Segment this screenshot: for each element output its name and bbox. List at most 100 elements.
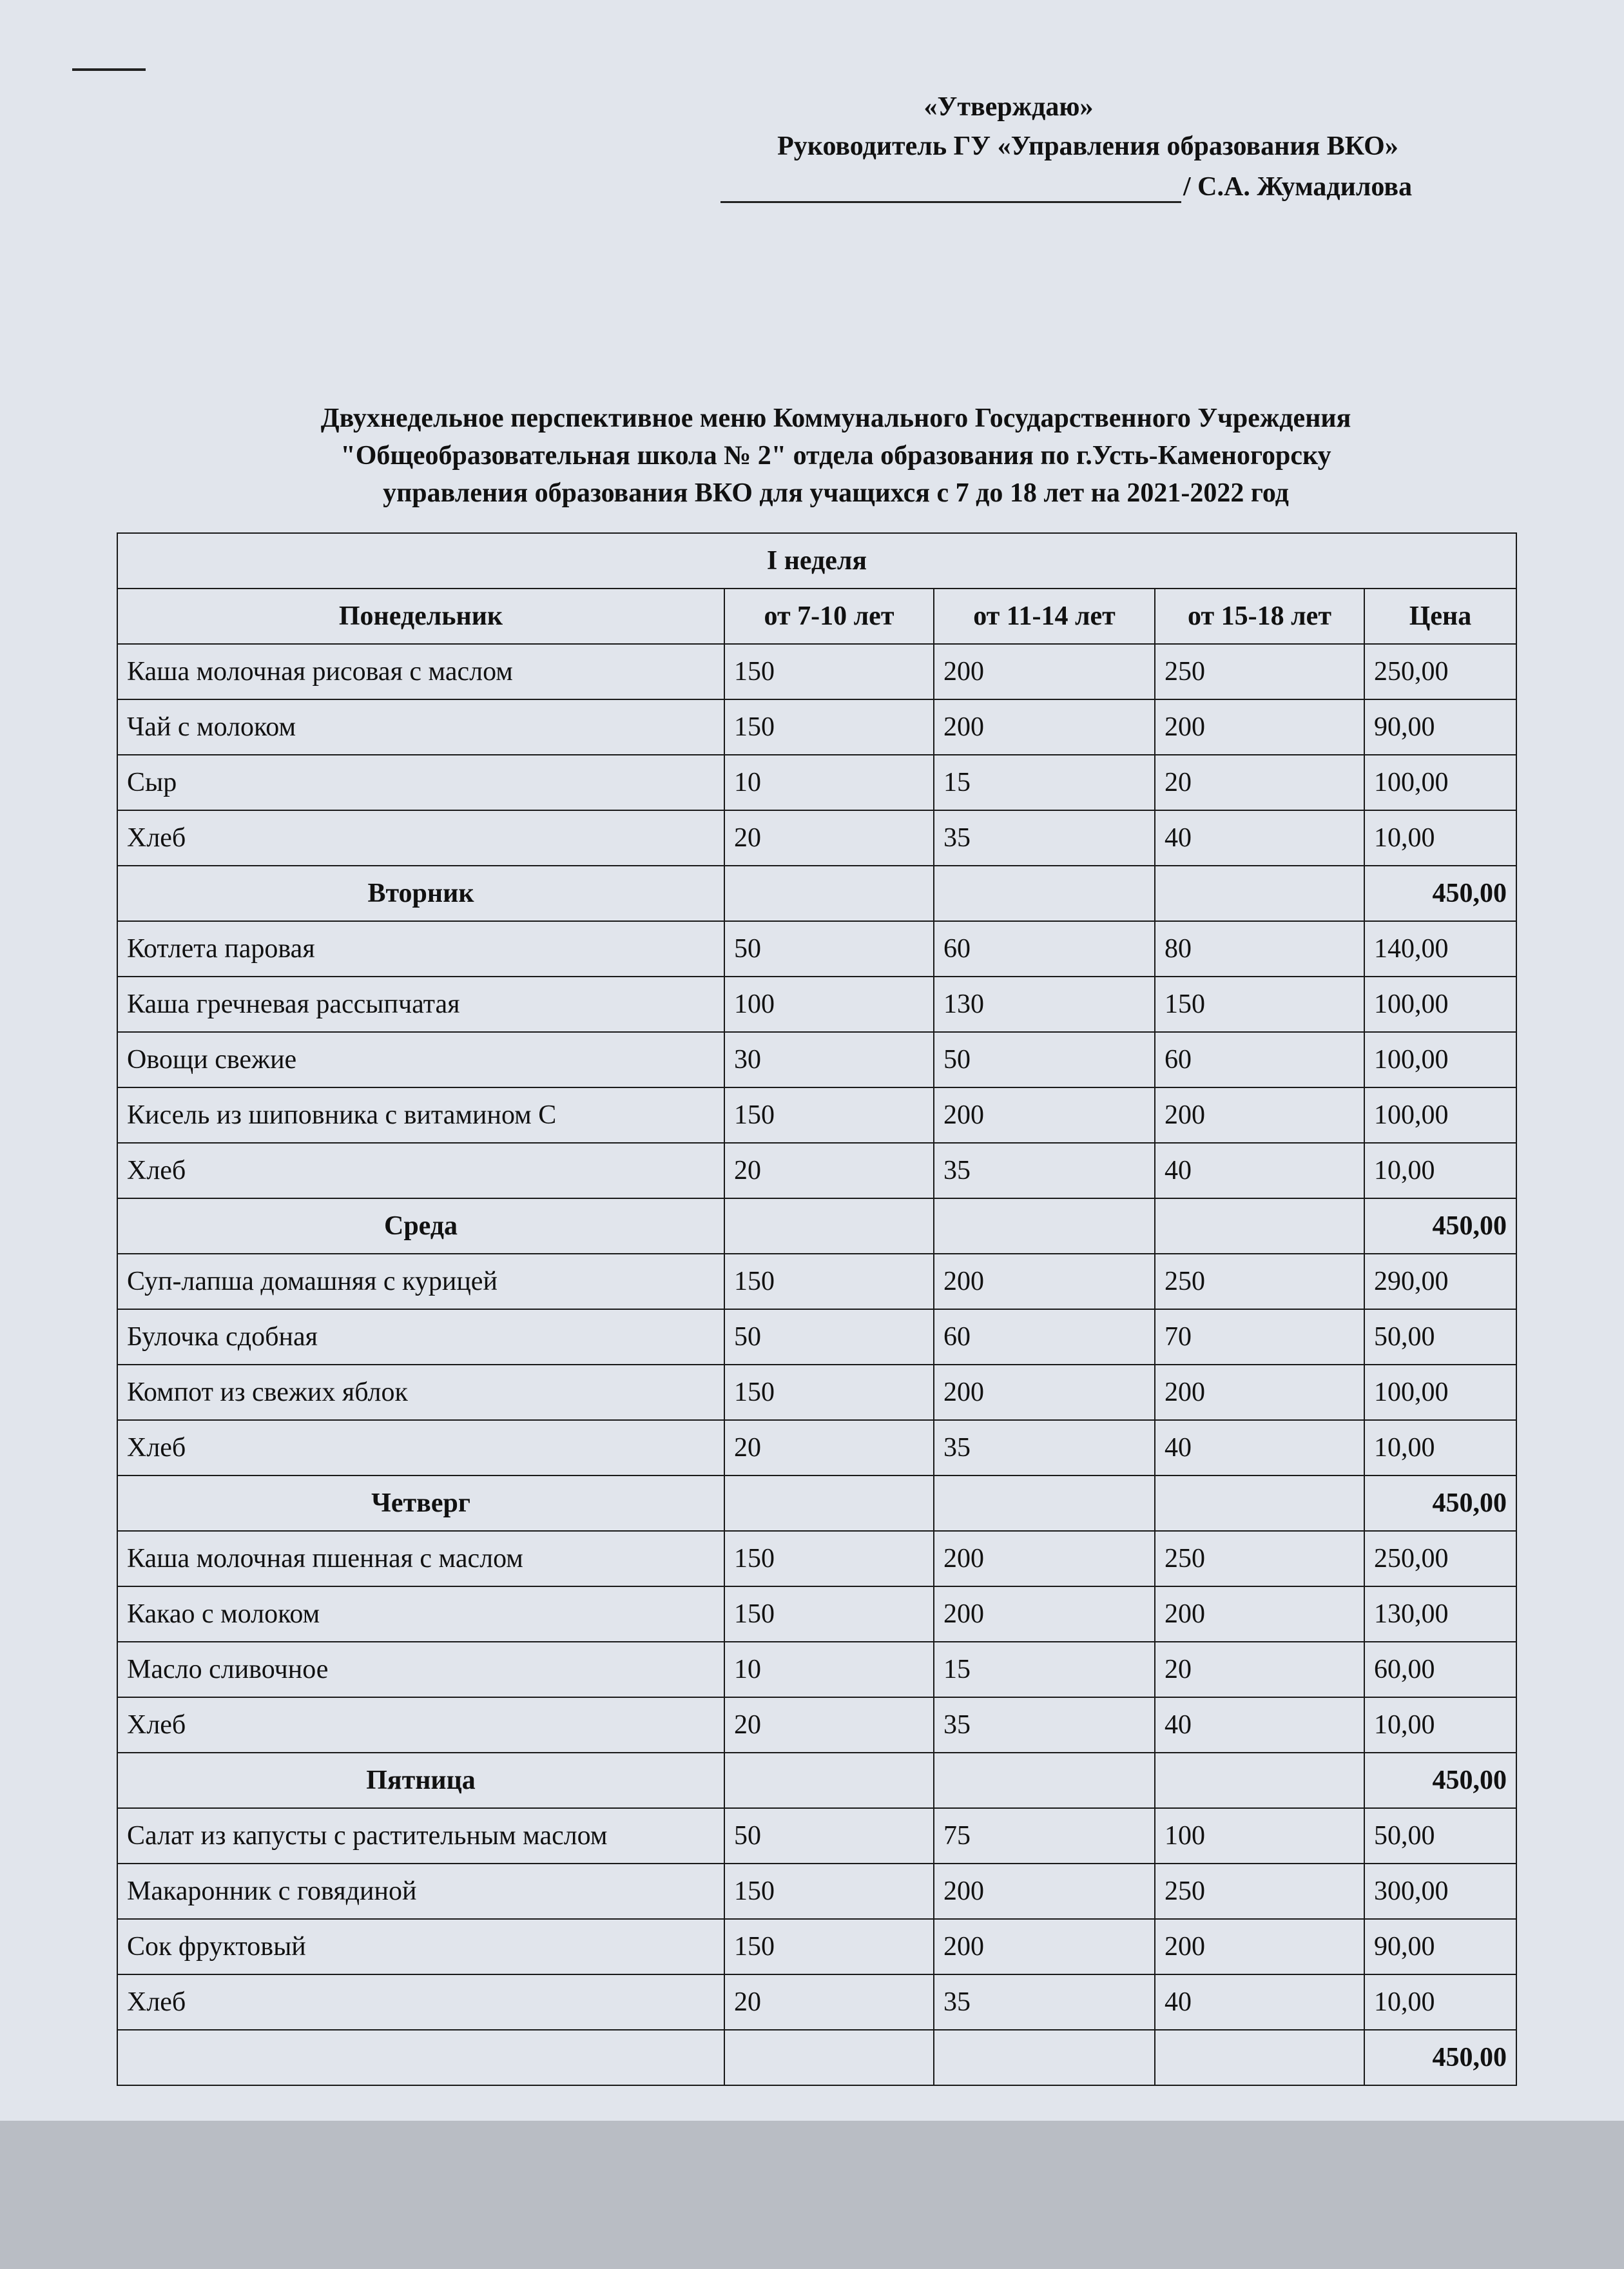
cell: 150 xyxy=(1154,976,1365,1033)
cell: 200 xyxy=(1154,1586,1365,1642)
cell: Понедельник xyxy=(117,588,725,645)
item-row: Хлеб 20 35 40 10,00 xyxy=(117,1142,1517,1199)
cell: 40 xyxy=(1154,1142,1365,1199)
cell: 10,00 xyxy=(1364,1142,1517,1199)
cell: 10,00 xyxy=(1364,810,1517,866)
cell: 35 xyxy=(933,1142,1155,1199)
cell: 150 xyxy=(724,699,934,755)
cell xyxy=(933,1198,1155,1254)
item-row: Каша гречневая рассыпчатая 100 130 150 100,0… xyxy=(117,976,1517,1033)
cell: 130,00 xyxy=(1364,1586,1517,1642)
cell: 150 xyxy=(724,1087,934,1144)
cell: 20 xyxy=(724,810,934,866)
cell: 450,00 xyxy=(1364,1752,1517,1809)
title-line: "Общеобразовательная школа № 2" отдела о… xyxy=(340,441,1331,471)
cell: 40 xyxy=(1154,810,1365,866)
cell: Среда xyxy=(117,1198,725,1254)
cell: 100 xyxy=(724,976,934,1033)
cell: Котлета паровая xyxy=(117,920,725,977)
cell: 200 xyxy=(933,1586,1155,1642)
cell: 200 xyxy=(1154,699,1365,755)
cell: 250 xyxy=(1154,1253,1365,1310)
item-row: Суп-лапша домашняя с курицей 150 200 250 290… xyxy=(117,1253,1517,1310)
cell: 50 xyxy=(933,1031,1155,1088)
cell xyxy=(724,2029,934,2086)
item-row: Хлеб 20 35 40 10,00 xyxy=(117,1697,1517,1753)
cell: Какао с молоком xyxy=(117,1586,725,1642)
cell: 450,00 xyxy=(1364,865,1517,922)
cell: 90,00 xyxy=(1364,1918,1517,1975)
cell: Хлеб xyxy=(117,810,725,866)
title-line: Двухнедельное перспективное меню Коммуна… xyxy=(320,404,1351,433)
cell: Овощи свежие xyxy=(117,1031,725,1088)
cell: 40 xyxy=(1154,1974,1365,2030)
cell: 100 xyxy=(1154,1807,1365,1864)
cell: Хлеб xyxy=(117,1697,725,1753)
cell: Хлеб xyxy=(117,1974,725,2030)
item-row: Сыр 10 15 20 100,00 xyxy=(117,754,1517,811)
cell: Макаронник с говядиной xyxy=(117,1863,725,1920)
cell xyxy=(933,1752,1155,1809)
cell xyxy=(724,1752,934,1809)
cell: 200 xyxy=(933,699,1155,755)
cell: 15 xyxy=(933,754,1155,811)
cell: 150 xyxy=(724,1364,934,1421)
item-row: Кисель из шиповника с витамином С 150 200 2… xyxy=(117,1087,1517,1144)
item-row: Хлеб 20 35 40 10,00 xyxy=(117,1419,1517,1476)
cell: I неделя xyxy=(117,532,1517,589)
cell xyxy=(1154,1752,1365,1809)
day-row: Среда 450,00 xyxy=(117,1198,1517,1254)
cell: 200 xyxy=(933,1253,1155,1310)
cell: 20 xyxy=(724,1142,934,1199)
cell: 200 xyxy=(933,1918,1155,1975)
cell xyxy=(1154,1475,1365,1532)
day-row: Четверг 450,00 xyxy=(117,1475,1517,1532)
cell: 10,00 xyxy=(1364,1419,1517,1476)
cell: 450,00 xyxy=(1364,2029,1517,2086)
item-row: Салат из капусты с растительным маслом 50… xyxy=(117,1807,1517,1864)
cell: 30 xyxy=(724,1031,934,1088)
cell: Кисель из шиповника с витамином С xyxy=(117,1087,725,1144)
cell: 100,00 xyxy=(1364,976,1517,1033)
cell: 200 xyxy=(933,1530,1155,1587)
cell: Чай с молоком xyxy=(117,699,725,755)
cell: 70 xyxy=(1154,1309,1365,1365)
cell: 15 xyxy=(933,1641,1155,1698)
cell: 35 xyxy=(933,1419,1155,1476)
cell: 200 xyxy=(933,643,1155,700)
item-row: Овощи свежие 30 50 60 100,00 xyxy=(117,1031,1517,1088)
cell: Четверг xyxy=(117,1475,725,1532)
cell: Сыр xyxy=(117,754,725,811)
cell xyxy=(724,1198,934,1254)
cell xyxy=(933,1475,1155,1532)
item-row: Макаронник с говядиной 150 200 250 300,00 xyxy=(117,1863,1517,1920)
cell xyxy=(117,2029,725,2086)
week-row: I неделя xyxy=(117,532,1517,589)
cell: 150 xyxy=(724,1918,934,1975)
cell xyxy=(1154,865,1365,922)
cell: 35 xyxy=(933,1697,1155,1753)
cell: 20 xyxy=(724,1697,934,1753)
cell: 20 xyxy=(724,1419,934,1476)
cell: 50 xyxy=(724,1807,934,1864)
title-line: управления образования ВКО для учащихся … xyxy=(383,478,1289,508)
cell: 130 xyxy=(933,976,1155,1033)
signature-line xyxy=(720,201,1181,203)
cell: 50 xyxy=(724,920,934,977)
cell: 100,00 xyxy=(1364,1031,1517,1088)
cell: 60 xyxy=(933,1309,1155,1365)
cell: от 7-10 лет xyxy=(724,588,934,645)
item-row: Каша молочная рисовая с маслом 150 200 250 2… xyxy=(117,643,1517,700)
document: «Утверждаю» Руководитель ГУ «Управления … xyxy=(0,0,1624,2121)
cell: 140,00 xyxy=(1364,920,1517,977)
cell: 40 xyxy=(1154,1697,1365,1753)
cell: 60 xyxy=(1154,1031,1365,1088)
item-row: Каша молочная пшенная с маслом 150 200 250 2… xyxy=(117,1530,1517,1587)
cell: 150 xyxy=(724,1530,934,1587)
item-row: Масло сливочное 10 15 20 60,00 xyxy=(117,1641,1517,1698)
item-row: Хлеб 20 35 40 10,00 xyxy=(117,1974,1517,2030)
cell: Суп-лапша домашняя с курицей xyxy=(117,1253,725,1310)
cell: Каша молочная пшенная с маслом xyxy=(117,1530,725,1587)
cell xyxy=(933,2029,1155,2086)
cell: 60 xyxy=(933,920,1155,977)
